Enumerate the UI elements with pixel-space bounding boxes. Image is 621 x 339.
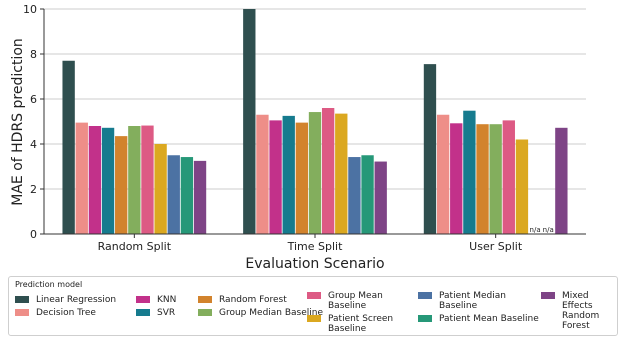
legend-swatch: [307, 292, 321, 299]
bar: [348, 157, 361, 234]
bar: [88, 126, 102, 234]
missing-value-label: n/a: [543, 226, 554, 234]
legend-item: Random Forest: [198, 295, 287, 305]
bar: [436, 114, 450, 234]
legend-label: Group Median Baseline: [219, 308, 324, 318]
legend-label: Patient Median Baseline: [439, 291, 506, 311]
legend-item: Decision Tree: [15, 308, 96, 318]
legend-label: Patient Screen Baseline: [328, 314, 394, 334]
legend-swatch: [307, 315, 321, 322]
legend-swatch: [136, 296, 150, 303]
bar: [193, 160, 207, 234]
legend-swatch: [418, 315, 432, 322]
bar: [502, 120, 515, 234]
bar: [141, 125, 154, 234]
legend-item: Patient Screen Baseline: [307, 314, 423, 334]
axes: 0 2 4 6 8 10 Random Split Time Split User Split: [23, 3, 586, 253]
legend-title: Prediction model: [15, 280, 83, 289]
legend-label: SVR: [157, 308, 176, 318]
bar: [269, 120, 282, 234]
x-tick-label: Random Split: [98, 240, 172, 253]
y-tick-label: 0: [30, 228, 37, 241]
legend-swatch: [15, 296, 29, 303]
legend-item: Group Median Baseline: [198, 308, 323, 318]
legend-swatch: [15, 309, 29, 316]
bar: [180, 157, 194, 234]
legend-swatch: [198, 309, 212, 316]
bars: n/a n/a: [62, 9, 568, 234]
legend-item: KNN: [136, 295, 176, 305]
bar: [361, 155, 374, 234]
legend-swatch: [136, 309, 150, 316]
bar: [489, 124, 502, 234]
y-tick-label: 8: [30, 48, 37, 61]
y-tick-label: 4: [30, 138, 37, 151]
bar-chart: n/a n/a 0 2 4 6 8 10 Random Split Time Split User…: [10, 3, 586, 272]
bar: [450, 123, 463, 234]
legend-item: SVR: [136, 308, 175, 318]
y-tick-label: 2: [30, 183, 37, 196]
legend: Prediction model Linear Regression Decisi…: [8, 276, 618, 336]
x-axis-label: Evaluation Scenario: [245, 256, 384, 272]
legend-item: Group Mean Baseline: [307, 291, 423, 311]
legend-item: Patient Median Baseline: [418, 291, 539, 311]
legend-label: KNN: [157, 295, 177, 305]
legend-label: Patient Mean Baseline: [439, 314, 539, 324]
bar: [374, 161, 387, 234]
bar: [321, 108, 335, 234]
legend-item: Patient Mean Baseline: [418, 314, 539, 324]
legend-label: Mixed Effects Random Forest: [562, 291, 600, 331]
legend-label: Linear Regression: [36, 295, 117, 305]
x-tick-label: User Split: [469, 240, 523, 253]
legend-label: Random Forest: [219, 295, 287, 305]
bar: [308, 112, 322, 234]
legend-swatch: [198, 296, 212, 303]
legend-label: Group Mean Baseline: [328, 291, 383, 311]
bar: [243, 9, 256, 234]
legend-item: Mixed Effects Random Forest: [541, 291, 617, 331]
bar: [463, 110, 476, 234]
bar: [75, 122, 88, 234]
bar: [62, 60, 75, 234]
legend-item: Linear Regression: [15, 295, 116, 305]
y-tick-label: 6: [30, 93, 37, 106]
bar: [423, 64, 437, 234]
y-tick-label: 10: [23, 3, 37, 16]
legend-label: Decision Tree: [36, 308, 96, 318]
bar: [515, 139, 529, 234]
missing-value-label: n/a: [530, 226, 541, 234]
y-axis-label: MAE of HDRS prediction: [10, 38, 26, 206]
bar: [476, 124, 489, 234]
bar: [101, 127, 115, 234]
bar: [128, 126, 141, 234]
bar: [295, 122, 309, 234]
legend-swatch: [541, 292, 555, 299]
bar: [167, 155, 180, 234]
legend-swatch: [418, 292, 432, 299]
bar: [256, 114, 269, 234]
bar: [154, 144, 167, 234]
bar: [335, 113, 348, 234]
bar: [115, 136, 128, 234]
x-tick-label: Time Split: [287, 240, 343, 253]
bar: [555, 127, 568, 234]
bar: [282, 115, 295, 234]
